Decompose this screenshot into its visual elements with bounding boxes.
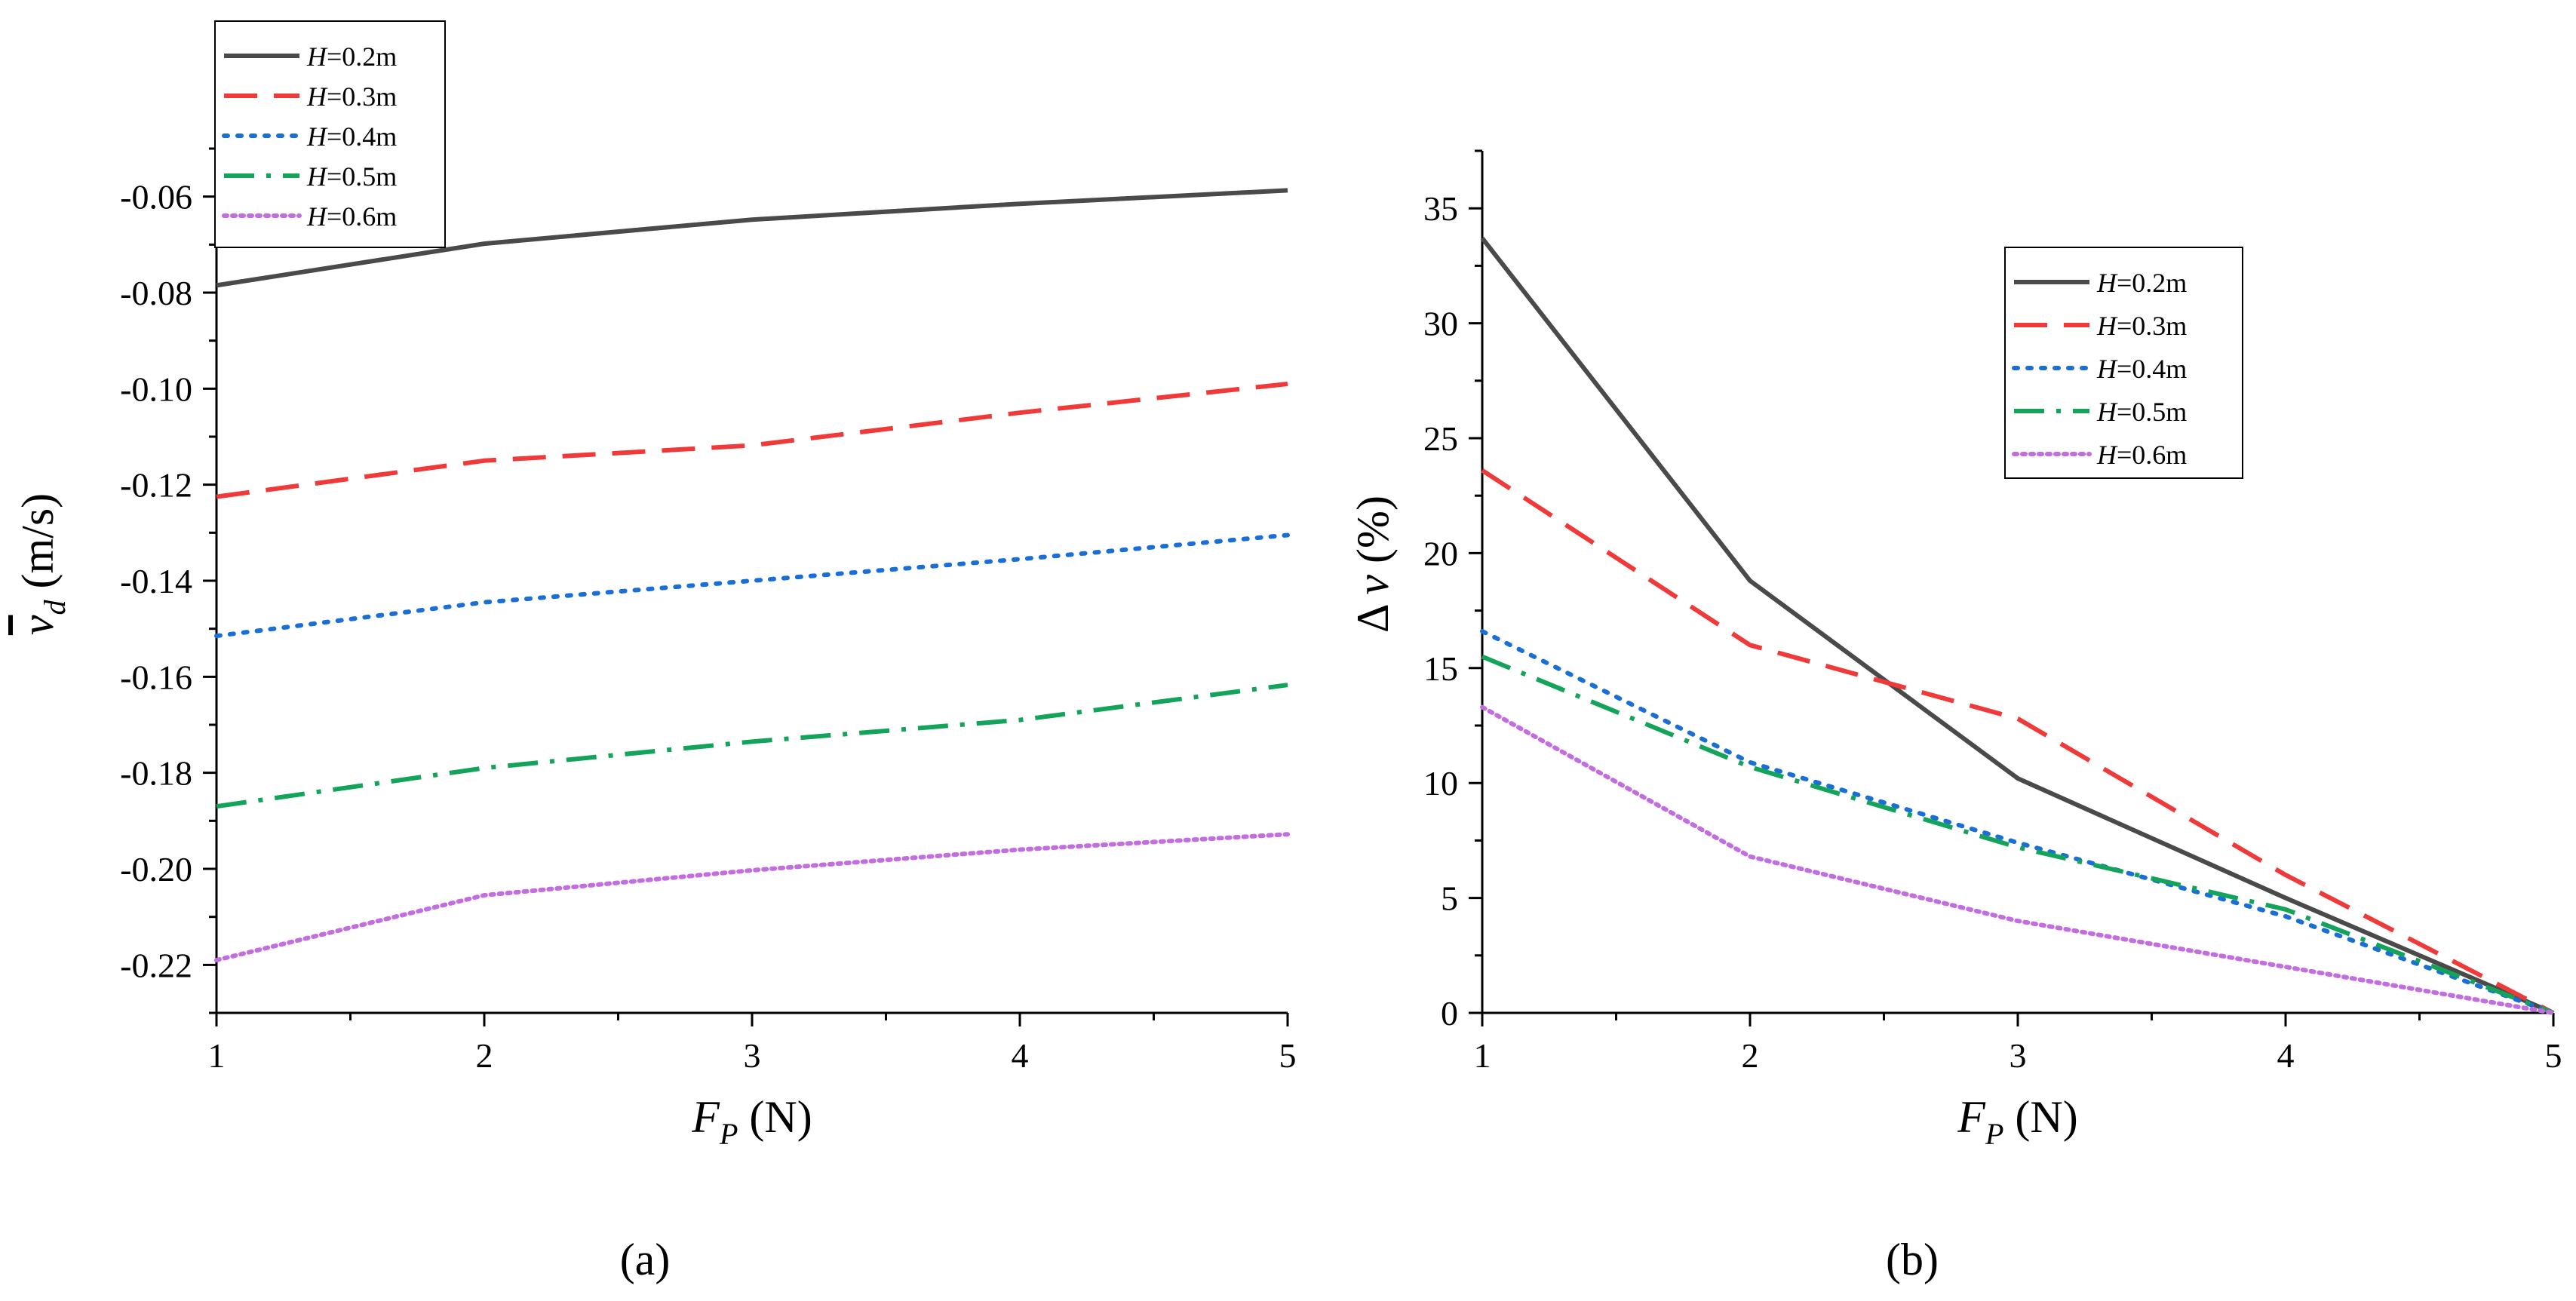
legend-label-value: =0.2m bbox=[327, 41, 397, 72]
series-line bbox=[1480, 629, 2556, 1015]
y-tick-label: 35 bbox=[1423, 189, 1458, 228]
series-line bbox=[1480, 236, 2555, 1015]
x-tick-label: 3 bbox=[2010, 1036, 2027, 1075]
legend-label-value: =0.6m bbox=[327, 201, 397, 232]
y-tick-label: 20 bbox=[1423, 534, 1458, 572]
x-tick-label: 1 bbox=[1474, 1036, 1491, 1075]
y-axis-title-unit: (%) bbox=[1348, 496, 1398, 575]
legend-label: H=0.2m bbox=[2096, 268, 2187, 298]
y-tick-label: -0.08 bbox=[120, 274, 192, 312]
y-axis-title-sub: d bbox=[38, 600, 72, 615]
legend-label: H=0.6m bbox=[2096, 440, 2187, 470]
x-axis-title: FP (N) bbox=[691, 1092, 812, 1151]
legend-label-var: H bbox=[2096, 354, 2118, 384]
legend-label-value: =0.4m bbox=[2117, 354, 2187, 384]
legend-label-var: H bbox=[306, 81, 328, 112]
panel-label-a: (a) bbox=[620, 1235, 671, 1284]
series-line bbox=[216, 382, 1288, 499]
legend-label-value: =0.4m bbox=[327, 121, 397, 152]
y-axis-title: vd (m/s) bbox=[13, 493, 72, 635]
y-tick-label: -0.12 bbox=[120, 466, 192, 505]
legend-label-var: H bbox=[2096, 440, 2118, 470]
x-tick-label: 3 bbox=[744, 1036, 761, 1075]
y-tick-label: 15 bbox=[1423, 649, 1458, 688]
y-tick-label: -0.20 bbox=[120, 850, 192, 888]
y-tick-label: -0.06 bbox=[120, 178, 192, 216]
legend-label-var: H bbox=[306, 121, 328, 152]
y-tick-label: 30 bbox=[1423, 305, 1458, 343]
legend-label-var: H bbox=[306, 41, 328, 72]
series-line bbox=[216, 683, 1288, 809]
x-axis-title-unit: (N) bbox=[2003, 1092, 2077, 1142]
y-tick-label: -0.16 bbox=[120, 658, 192, 696]
series-line bbox=[216, 188, 1288, 288]
legend-label: H=0.4m bbox=[306, 121, 397, 152]
legend-label-value: =0.3m bbox=[2117, 311, 2187, 341]
x-axis-title-var: F bbox=[1957, 1092, 1986, 1142]
x-tick-label: 1 bbox=[208, 1036, 226, 1075]
legend-label: H=0.3m bbox=[306, 81, 397, 112]
legend-box bbox=[2004, 247, 2243, 479]
y-tick-label: -0.22 bbox=[120, 946, 192, 984]
x-tick-label: 2 bbox=[1742, 1036, 1759, 1075]
legend-label-var: H bbox=[306, 201, 328, 232]
legend-label: H=0.4m bbox=[2096, 354, 2187, 384]
series-line bbox=[1480, 704, 2556, 1015]
x-tick-label: 5 bbox=[2545, 1036, 2562, 1075]
series-line bbox=[1481, 468, 2555, 1015]
legend-label: H=0.3m bbox=[2096, 311, 2187, 341]
y-axis-title-unit: (m/s) bbox=[13, 493, 63, 600]
legend-label-value: =0.5m bbox=[2117, 397, 2187, 427]
y-tick-label: -0.10 bbox=[120, 370, 192, 408]
legend-label-var: H bbox=[306, 161, 328, 192]
y-axis-title: Δ v (%) bbox=[1348, 496, 1398, 633]
legend-label: H=0.2m bbox=[306, 41, 397, 72]
x-tick-label: 2 bbox=[476, 1036, 493, 1075]
legend-label-value: =0.6m bbox=[2117, 440, 2187, 470]
legend-label-var: H bbox=[2096, 311, 2118, 341]
y-axis-title-prefix: Δ bbox=[1348, 595, 1398, 633]
x-axis-title-var: F bbox=[691, 1092, 720, 1142]
x-tick-label: 4 bbox=[2277, 1036, 2295, 1075]
legend-label-value: =0.3m bbox=[327, 81, 397, 112]
legend-label-var: H bbox=[2096, 397, 2118, 427]
y-tick-label: 25 bbox=[1423, 419, 1458, 458]
y-axis-title-var: v bbox=[13, 615, 63, 635]
legend-label-value: =0.2m bbox=[2117, 268, 2187, 298]
series-line bbox=[214, 532, 1290, 639]
x-axis-title-sub: P bbox=[719, 1117, 738, 1151]
x-axis-title-unit: (N) bbox=[738, 1092, 812, 1142]
chart-panel-b: 1 2 3 4 505101520253035H=0.2mH=0.3mH=0.4mH=0… bbox=[1348, 149, 2562, 1151]
x-tick-label: 4 bbox=[1012, 1036, 1029, 1075]
y-tick-label: 5 bbox=[1441, 879, 1458, 918]
y-axis-title-var: v bbox=[1348, 575, 1398, 595]
legend-label: H=0.5m bbox=[306, 161, 397, 192]
y-tick-label: -0.14 bbox=[120, 562, 192, 600]
y-tick-label: 10 bbox=[1423, 764, 1458, 802]
x-axis-title: FP (N) bbox=[1957, 1092, 2077, 1151]
series-line bbox=[1481, 654, 2555, 1015]
panel-label-b: (b) bbox=[1886, 1235, 1939, 1284]
legend-label: H=0.5m bbox=[2096, 397, 2187, 427]
series-line bbox=[214, 832, 1290, 962]
legend-label-var: H bbox=[2096, 268, 2118, 298]
x-tick-label: 5 bbox=[1279, 1036, 1297, 1075]
y-tick-label: 0 bbox=[1441, 994, 1458, 1033]
y-tick-label: -0.18 bbox=[120, 754, 192, 793]
chart-panel-a: 1 2 3 4 5 -0.22 -0.20 -0.18 -0.16 -0.14 -0.12 -0.10… bbox=[13, 20, 1297, 1151]
legend-label-value: =0.5m bbox=[327, 161, 397, 192]
legend-label: H=0.6m bbox=[306, 201, 397, 232]
x-axis-title-sub: P bbox=[1985, 1117, 2003, 1151]
